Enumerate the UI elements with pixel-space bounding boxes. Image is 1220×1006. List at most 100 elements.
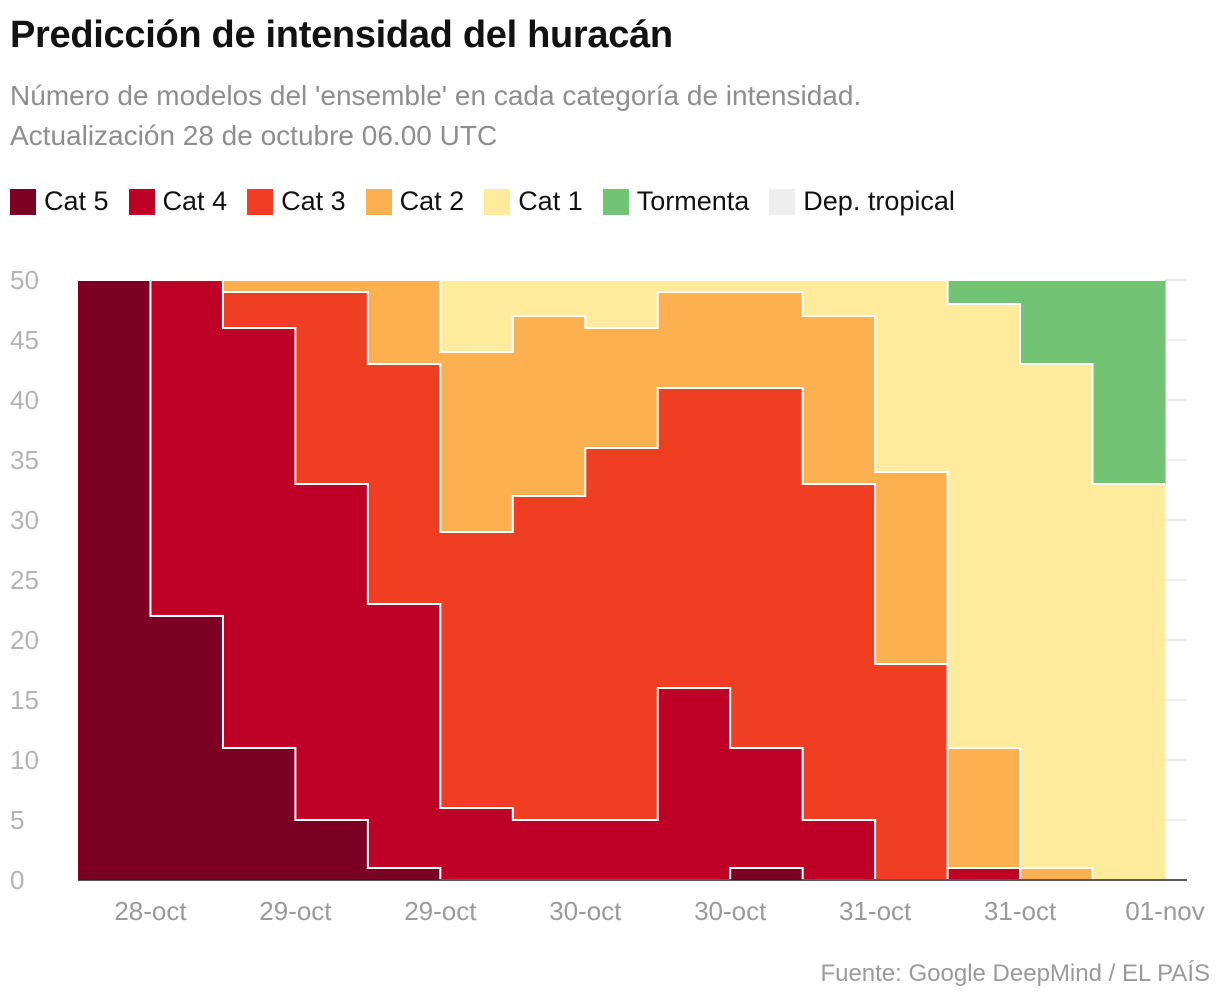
- legend-swatch: [128, 188, 155, 215]
- x-tick-label: 29-oct: [404, 896, 477, 926]
- area-segment-cat-3: [657, 388, 731, 688]
- subtitle-line-1: Número de modelos del 'ensemble' en cada…: [10, 80, 862, 111]
- y-tick-label: 20: [10, 625, 39, 655]
- area-segment-cat-3: [585, 448, 659, 820]
- area-segment-cat-3: [730, 388, 804, 748]
- x-tick-label: 29-oct: [259, 896, 332, 926]
- chart-legend: Cat 5 Cat 4 Cat 3 Cat 2 Cat 1 Tormenta Dep. tr…: [10, 186, 975, 217]
- area-segment-cat-4: [802, 820, 876, 880]
- legend-swatch: [10, 188, 36, 215]
- area-segment-cat-1: [1092, 484, 1166, 880]
- area-segment-cat-3: [295, 292, 369, 484]
- area-segment-cat-4: [947, 868, 1021, 880]
- area-segment-cat-4: [150, 280, 224, 616]
- area-segment-cat-5: [730, 868, 804, 880]
- area-segment-cat-1: [585, 280, 659, 328]
- y-tick-label: 10: [10, 745, 39, 775]
- legend-item-cat-5: Cat 5: [10, 186, 109, 217]
- legend-label: Dep. tropical: [803, 186, 955, 216]
- area-segment-cat-3: [440, 532, 514, 808]
- area-segment-cat-2: [222, 280, 296, 292]
- source-note: Fuente: Google DeepMind / EL PAÍS: [820, 960, 1210, 987]
- x-tick-label: 30-oct: [549, 896, 622, 926]
- y-tick-label: 5: [10, 805, 24, 835]
- area-segment-cat-2: [585, 328, 659, 448]
- area-segment-cat-5: [367, 868, 441, 880]
- legend-item-cat-2: Cat 2: [365, 186, 464, 217]
- area-segment-tormenta: [1092, 280, 1166, 484]
- y-tick-label: 0: [10, 865, 24, 895]
- area-segment-cat-4: [657, 688, 731, 880]
- area-segment-tormenta: [947, 280, 1021, 304]
- series-boundary-line: [78, 279, 1165, 881]
- area-segment-cat-5: [78, 280, 152, 880]
- area-segment-cat-2: [440, 352, 514, 532]
- area-segment-cat-3: [802, 484, 876, 820]
- x-tick-label: 01-nov: [1125, 896, 1205, 926]
- subtitle-line-2: Actualización 28 de octubre 06.00 UTC: [10, 120, 498, 151]
- legend-swatch: [769, 188, 796, 215]
- area-segment-cat-3: [512, 496, 586, 820]
- area-segment-cat-3: [875, 664, 949, 880]
- area-segment-cat-3: [222, 292, 296, 328]
- area-segment-cat-2: [295, 280, 369, 292]
- area-segment-cat-5: [150, 616, 224, 880]
- y-tick-label: 35: [10, 445, 39, 475]
- legend-label: Cat 1: [518, 186, 583, 216]
- legend-label: Cat 5: [44, 186, 109, 216]
- x-tick-label: 30-oct: [694, 896, 767, 926]
- stacked-step-area-chart: 0 5 10 15 20 25 30 35 40 45 50 28-oct 29-oct 29-oct 30…: [10, 265, 1205, 926]
- area-segment-cat-1: [730, 280, 804, 292]
- legend-swatch: [365, 188, 392, 215]
- area-segment-cat-5: [295, 820, 369, 880]
- area-segment-cat-2: [367, 280, 441, 364]
- area-segment-cat-2: [730, 292, 804, 388]
- series-boundary-line: [78, 279, 1165, 881]
- legend-swatch: [484, 188, 511, 215]
- area-segment-cat-2: [875, 472, 949, 664]
- area-segment-cat-2: [657, 292, 731, 388]
- y-tick-label: 25: [10, 565, 39, 595]
- area-segment-cat-4: [440, 808, 514, 880]
- area-segment-cat-2: [1020, 868, 1094, 880]
- legend-swatch: [247, 188, 274, 215]
- y-tick-label: 15: [10, 685, 39, 715]
- x-tick-label: 31-oct: [984, 896, 1057, 926]
- legend-swatch: [602, 188, 629, 215]
- y-tick-label: 30: [10, 505, 39, 535]
- area-segment-cat-2: [512, 316, 586, 496]
- area-segment-cat-1: [657, 280, 731, 292]
- legend-item-dep-tropical: Dep. tropical: [769, 186, 955, 217]
- area-segment-cat-1: [440, 280, 514, 352]
- legend-item-cat-4: Cat 4: [128, 186, 228, 217]
- chart-subtitle: Número de modelos del 'ensemble' en cada…: [10, 76, 1160, 156]
- legend-label: Tormenta: [636, 186, 750, 216]
- area-segment-cat-1: [802, 280, 876, 316]
- x-tick-label: 31-oct: [839, 896, 912, 926]
- area-segment-cat-4: [222, 328, 296, 748]
- area-segment-cat-1: [1020, 364, 1094, 868]
- y-tick-label: 40: [10, 385, 39, 415]
- area-segment-cat-1: [947, 304, 1021, 748]
- area-segment-tormenta: [1020, 280, 1094, 364]
- area-segment-cat-4: [295, 484, 369, 820]
- area-segment-cat-4: [367, 604, 441, 868]
- area-segment-cat-3: [367, 364, 441, 604]
- area-segment-cat-2: [947, 748, 1021, 868]
- area-segment-cat-1: [875, 280, 949, 472]
- legend-label: Cat 4: [162, 186, 228, 216]
- legend-item-cat-3: Cat 3: [247, 186, 346, 217]
- y-tick-label: 45: [10, 325, 39, 355]
- legend-item-cat-1: Cat 1: [484, 186, 583, 217]
- area-segment-cat-4: [512, 820, 586, 880]
- chart-title: Predicción de intensidad del huracán: [10, 14, 673, 56]
- legend-item-tormenta: Tormenta: [602, 186, 750, 217]
- area-segment-cat-4: [730, 748, 804, 868]
- x-tick-label: 28-oct: [114, 896, 187, 926]
- area-segment-cat-2: [802, 316, 876, 484]
- legend-label: Cat 3: [281, 186, 346, 216]
- area-segment-cat-1: [512, 280, 586, 316]
- y-tick-label: 50: [10, 265, 39, 295]
- area-segment-cat-4: [585, 820, 659, 880]
- area-segment-cat-5: [222, 748, 296, 880]
